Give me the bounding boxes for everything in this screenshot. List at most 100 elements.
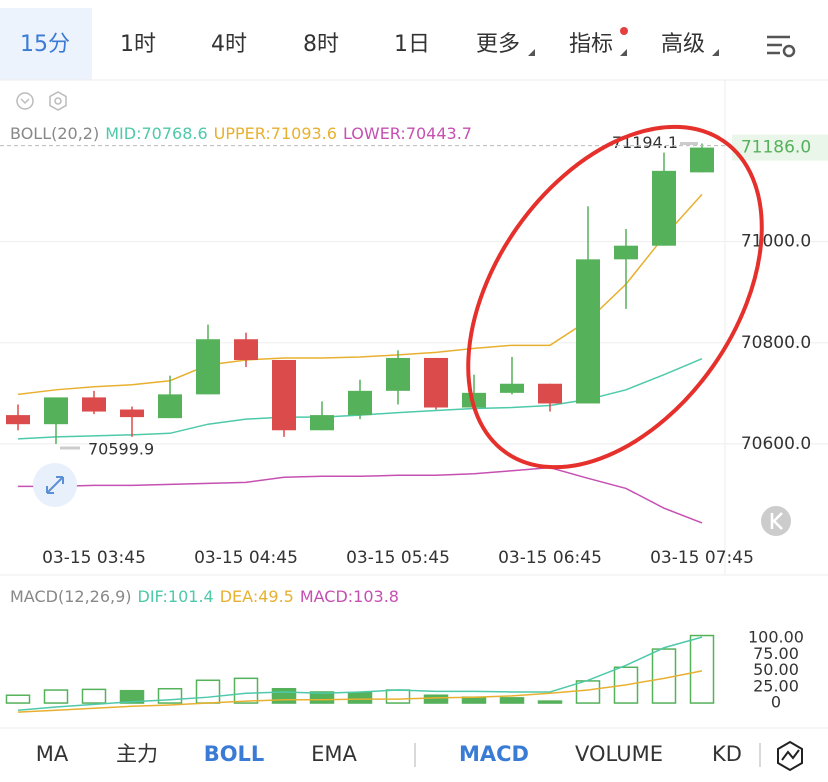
scroll-latest-button[interactable] — [761, 506, 791, 536]
y-tick-label: 0 — [771, 693, 781, 712]
macd-bar — [537, 700, 563, 704]
y-tick-label: 50.00 — [753, 660, 799, 679]
candle-body — [386, 357, 410, 391]
legend: BOLL(20,2) MID:70768.6 UPPER:71093.6 LOWER:… — [10, 124, 472, 143]
macd-bar — [613, 666, 639, 704]
candle-body — [6, 415, 30, 425]
macd-bar — [119, 689, 145, 704]
indicator-tab[interactable]: KD — [712, 742, 742, 766]
tab[interactable]: 1时 — [120, 32, 156, 57]
collapse-icon — [20, 98, 30, 105]
legend-entry: DIF:101.4 — [138, 587, 214, 606]
macd-bar — [157, 687, 183, 704]
indicator-tab[interactable]: EMA — [311, 742, 357, 766]
macd-bar — [385, 689, 411, 704]
low-label: 70599.9 — [88, 439, 154, 458]
last-price-label: 71186.0 — [741, 138, 811, 158]
price-chart: 71000.0 70800.0 70600.0 03-15 03:45 03-15 04… — [0, 133, 828, 568]
candle-body — [614, 245, 638, 260]
dropdown-caret — [712, 49, 719, 56]
candle-body — [120, 409, 144, 418]
settings-icon[interactable] — [767, 35, 796, 58]
x-tick-label: 03-15 06:45 — [498, 548, 602, 568]
indicator-tab[interactable]: 主力 — [116, 742, 158, 766]
settings-hex-icon — [54, 97, 62, 105]
tab[interactable]: 4时 — [211, 32, 247, 57]
expand-icon — [46, 476, 64, 494]
macd-bar — [43, 689, 69, 704]
macd-bar — [195, 679, 221, 704]
candle-body — [424, 357, 448, 408]
indicator-tab[interactable]: VOLUME — [575, 742, 663, 766]
legend-entry: MID:70768.6 — [105, 124, 207, 143]
y-tick-label: 70800.0 — [741, 333, 811, 353]
candle-body — [348, 390, 372, 416]
macd-bar — [575, 680, 601, 704]
candle-body — [500, 383, 524, 393]
band-line — [18, 466, 703, 524]
x-tick-label: 03-15 03:45 — [42, 548, 146, 568]
macd-bar — [347, 691, 373, 704]
legend: MACD(12,26,9) DIF:101.4 DEA:49.5 MACD:103.8 — [10, 587, 399, 606]
indicator-tab[interactable]: BOLL — [204, 742, 265, 766]
candle-body — [158, 394, 182, 419]
candle-body — [82, 397, 106, 412]
chart-tool-icon[interactable] — [777, 740, 803, 772]
tab[interactable]: 1日 — [394, 32, 430, 57]
legend-items: MID:70768.6 UPPER:71093.6 LOWER:70443.7 — [105, 124, 472, 143]
legend-entry: LOWER:70443.7 — [343, 124, 472, 143]
legend-entry: DEA:49.5 — [220, 587, 294, 606]
macd-bar — [233, 677, 259, 704]
settings-hex-icon[interactable] — [49, 91, 67, 111]
macd-bar — [81, 688, 107, 704]
candle-body — [576, 259, 600, 404]
legend-entry: UPPER:71093.6 — [214, 124, 337, 143]
candle-body — [690, 147, 714, 173]
tab[interactable]: 更多 — [476, 32, 520, 57]
indicator-label: MACD(12,26,9) — [10, 587, 132, 606]
candle-body — [310, 415, 334, 431]
last-price-bg — [732, 134, 828, 161]
tab-bar — [0, 0, 828, 80]
legend-entry: MACD:103.8 — [300, 587, 399, 606]
candle-body — [538, 383, 562, 404]
macd-bar — [689, 634, 715, 704]
annotation-circle — [466, 124, 764, 470]
dropdown-caret — [620, 49, 627, 56]
scroll-latest-icon — [770, 512, 783, 530]
tab[interactable]: 指标 — [569, 32, 613, 57]
indicator-label: BOLL(20,2) — [10, 124, 99, 143]
macd-bar — [499, 697, 525, 704]
tab[interactable]: 8时 — [303, 32, 339, 57]
candle-body — [272, 359, 296, 431]
tab[interactable]: 高级 — [661, 32, 705, 57]
y-tick-label: 70600.0 — [741, 434, 811, 454]
legend-items: DIF:101.4 DEA:49.5 MACD:103.8 — [138, 587, 399, 606]
y-tick-label: 71000.0 — [741, 232, 811, 252]
collapse-icon[interactable] — [16, 92, 34, 110]
tab[interactable]: 15分 — [20, 32, 70, 57]
indicator-tab[interactable]: MACD — [459, 742, 529, 766]
notification-dot — [620, 27, 628, 35]
active-tab-bg — [0, 8, 92, 80]
macd-line — [17, 670, 703, 713]
high-label: 71194.1 — [612, 133, 678, 152]
macd-line — [17, 636, 703, 711]
indicator-tab[interactable]: MA — [36, 742, 69, 766]
candle-body — [44, 397, 68, 425]
x-tick-label: 03-15 05:45 — [346, 548, 450, 568]
x-tick-label: 03-15 04:45 — [194, 548, 298, 568]
macd-bar — [423, 694, 449, 704]
candle-body — [652, 170, 676, 246]
y-tick-label: 100.00 — [748, 628, 804, 647]
y-tick-label: 25.00 — [753, 676, 799, 695]
y-tick-label: 75.00 — [753, 644, 799, 663]
macd-bar — [271, 687, 297, 704]
candle-body — [196, 339, 220, 395]
macd-bar — [5, 694, 31, 704]
x-tick-label: 03-15 07:45 — [650, 548, 754, 568]
candle-body — [234, 339, 258, 360]
macd-bar — [309, 691, 335, 704]
